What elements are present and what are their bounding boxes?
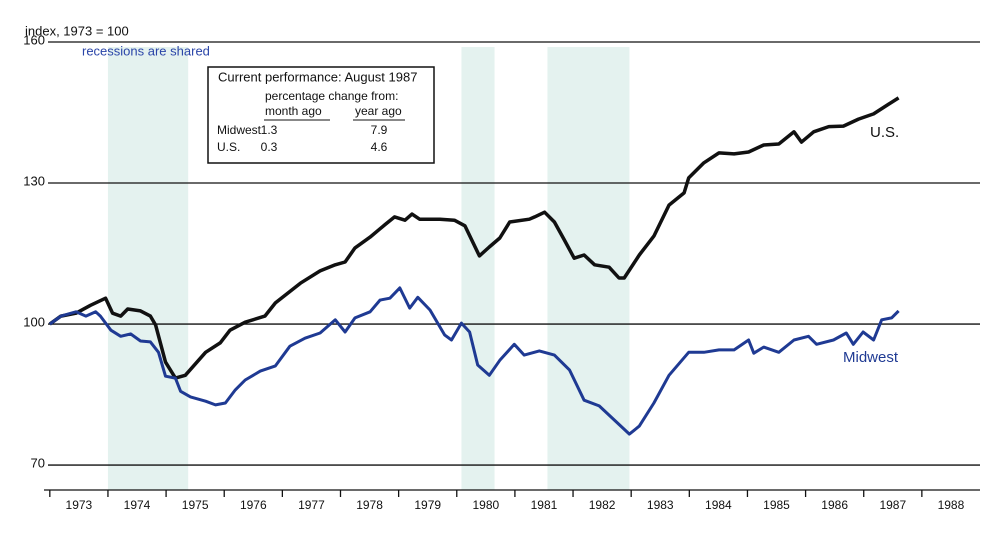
series-label: U.S. xyxy=(870,124,899,141)
table-cell: 7.9 xyxy=(371,123,388,137)
x-tick-label: 1978 xyxy=(356,498,383,512)
x-tick-label: 1973 xyxy=(66,498,93,512)
row-label: Midwest xyxy=(217,123,262,137)
x-tick-label: 1987 xyxy=(879,498,906,512)
y-axis-label: index, 1973 = 100 xyxy=(25,23,129,38)
table-cell: 0.3 xyxy=(261,140,278,154)
recession-band xyxy=(547,47,630,490)
y-tick-label: 130 xyxy=(23,173,45,188)
series-line xyxy=(48,96,900,380)
y-tick-label: 100 xyxy=(23,314,45,329)
table-title: Current performance: August 1987 xyxy=(218,69,417,84)
x-tick-label: 1982 xyxy=(589,498,616,512)
y-tick-label: 70 xyxy=(31,456,45,471)
annotation: recessions are shared xyxy=(82,43,210,58)
info-box: Current performance: August 1987 percent… xyxy=(207,66,435,164)
recession-band xyxy=(107,47,189,490)
x-tick-label: 1985 xyxy=(763,498,790,512)
column-header: month ago xyxy=(265,104,322,118)
x-tick-label: 1974 xyxy=(124,498,151,512)
x-tick-label: 1986 xyxy=(821,498,848,512)
x-tick-label: 1983 xyxy=(647,498,674,512)
x-tick-label: 1977 xyxy=(298,498,325,512)
series-label: Midwest xyxy=(843,349,899,366)
line-layer: U.S. Midwest xyxy=(48,96,900,436)
grid-layer: 70 100 130 160 1973 1974 1975 1976 1977 1978 1979 1… xyxy=(23,32,980,512)
y-tick-label: 160 xyxy=(23,32,45,47)
recession-layer xyxy=(107,47,630,490)
info-box-frame xyxy=(207,66,435,164)
x-tick-label: 1988 xyxy=(938,498,965,512)
x-tick-label: 1975 xyxy=(182,498,209,512)
x-tick-label: 1980 xyxy=(472,498,499,512)
table-cell: 4.6 xyxy=(371,140,388,154)
x-tick-label: 1981 xyxy=(531,498,558,512)
x-tick-label: 1984 xyxy=(705,498,732,512)
row-label: U.S. xyxy=(217,140,240,154)
table-cell: 1.3 xyxy=(261,123,278,137)
x-tick-label: 1979 xyxy=(414,498,441,512)
x-tick-label: 1976 xyxy=(240,498,267,512)
table-subtitle: percentage change from: xyxy=(265,89,398,103)
recession-band xyxy=(461,47,495,490)
column-header: year ago xyxy=(355,104,402,118)
series-line xyxy=(48,286,900,436)
